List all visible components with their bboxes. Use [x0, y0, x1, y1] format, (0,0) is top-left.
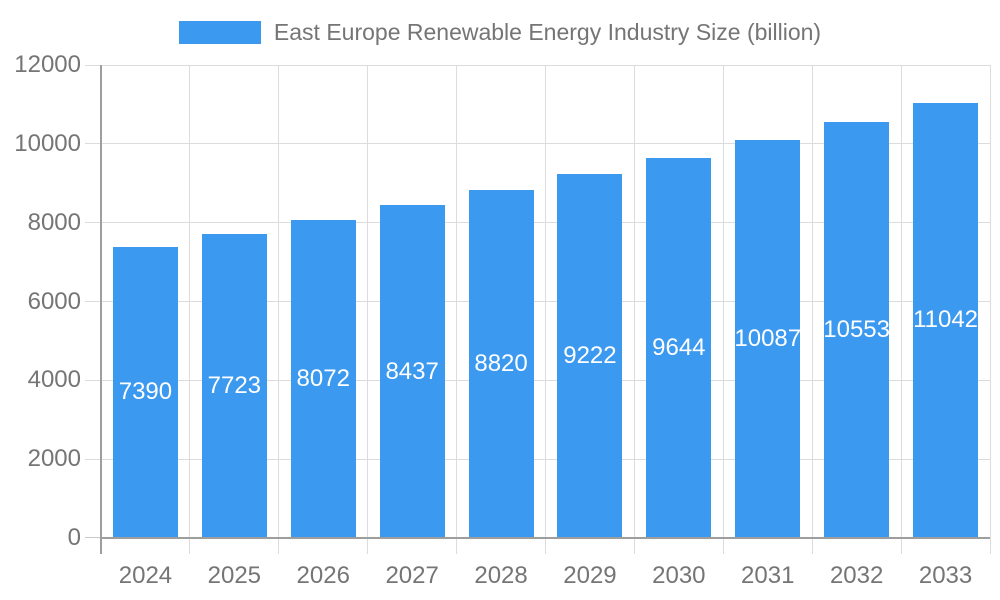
y-tick-label: 10000 [14, 129, 81, 157]
h-gridline [85, 222, 990, 224]
bar-value-label: 9222 [563, 342, 617, 370]
v-gridline [278, 65, 280, 554]
bar[interactable]: 8072 [290, 219, 356, 538]
h-gridline [85, 64, 990, 66]
v-gridline [900, 65, 902, 554]
v-gridline [367, 65, 369, 554]
y-tick-label: 2000 [27, 445, 81, 473]
x-tick-label: 2029 [563, 562, 617, 589]
h-gridline [85, 458, 990, 460]
y-tick-label: 0 [67, 524, 81, 551]
x-tick-label: 2031 [741, 562, 795, 589]
bar-value-label: 8820 [474, 350, 528, 378]
bar-value-label: 7723 [207, 371, 262, 399]
v-gridline [189, 65, 191, 554]
bar[interactable]: 8820 [468, 190, 534, 538]
x-tick-label: 2028 [474, 562, 528, 589]
plot-area: 7390 7723 8072 8437 8820 9222 9644 10087 10553 11… [85, 64, 991, 554]
y-tick-label: 8000 [27, 208, 81, 236]
bar[interactable]: 11042 [913, 102, 979, 538]
bar[interactable]: 8437 [379, 205, 445, 538]
h-gridline [85, 379, 990, 381]
legend-label: East Europe Renewable Energy Industry Si… [273, 19, 822, 45]
x-tick-label: 2030 [652, 562, 706, 589]
bar[interactable]: 9644 [646, 157, 712, 538]
h-gridline [85, 301, 990, 302]
bar-value-label: 10087 [734, 325, 802, 353]
y-axis-line [100, 65, 102, 554]
bar-value-label: 7390 [118, 378, 173, 406]
bar[interactable]: 10087 [734, 140, 802, 538]
h-gridline [85, 143, 990, 145]
v-gridline [456, 65, 458, 554]
bar-value-label: 9644 [652, 333, 706, 361]
v-gridline [811, 65, 813, 554]
bar[interactable]: 7723 [201, 233, 267, 538]
chart-legend: East Europe Renewable Energy Industry Si… [0, 19, 1000, 46]
x-tick-label: 2025 [207, 562, 262, 589]
v-gridline [633, 65, 635, 554]
y-tick-label: 4000 [27, 366, 81, 394]
bar[interactable]: 7390 [112, 246, 178, 538]
bar-value-label: 11042 [913, 306, 979, 334]
y-tick-mark [85, 537, 101, 538]
bar[interactable]: 10553 [823, 122, 891, 538]
v-gridline [722, 65, 724, 554]
bar-value-label: 10553 [823, 316, 891, 343]
x-tick-label: 2024 [118, 562, 173, 589]
y-tick-label: 12000 [14, 51, 81, 78]
bar-value-label: 8072 [296, 364, 350, 392]
x-tick-label: 2027 [385, 562, 439, 589]
x-tick-label: 2026 [296, 562, 350, 589]
y-tick-label: 6000 [27, 287, 81, 315]
v-gridline [989, 65, 991, 554]
x-tick-label: 2032 [829, 562, 884, 589]
bar-value-label: 8437 [385, 357, 439, 385]
legend-swatch-icon [178, 21, 261, 44]
x-axis-line [101, 537, 990, 539]
bar[interactable]: 9222 [557, 174, 623, 538]
x-tick-label: 2033 [918, 562, 973, 589]
v-gridline [545, 65, 546, 554]
